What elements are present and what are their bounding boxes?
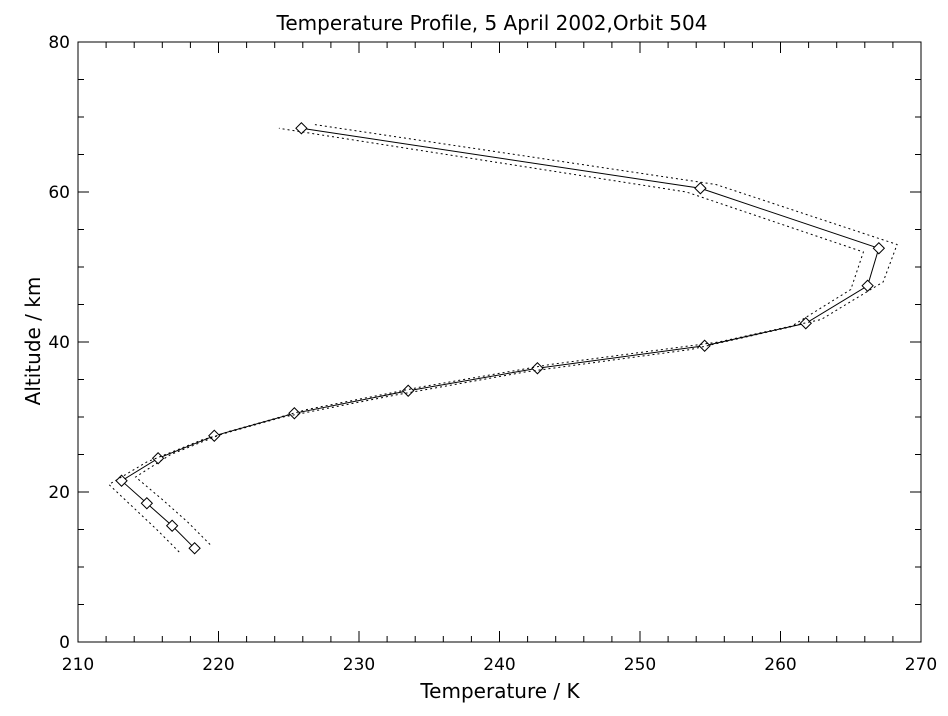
diamond-marker (115, 474, 128, 487)
diamond-marker (295, 122, 308, 135)
diamond-marker (165, 519, 179, 532)
x-tick-label: 230 (343, 655, 375, 675)
x-tick-label: 250 (624, 655, 656, 675)
y-axis-label: Altitude / km (21, 277, 45, 406)
series-line-2-dotted (134, 124, 898, 545)
plot-frame (77, 41, 922, 643)
series-line-0-solid (120, 127, 880, 549)
diamond-marker (861, 279, 874, 292)
chart-title: Temperature Profile, 5 April 2002,Orbit … (276, 11, 708, 35)
y-tick-label: 40 (48, 333, 70, 353)
diamond-marker (401, 384, 415, 397)
x-axis-label: Temperature / K (419, 679, 580, 703)
y-tick-label: 0 (59, 633, 70, 653)
diamond-marker (188, 542, 201, 555)
tick-labels: 210 220 230 240 250 260 270 0 20 40 60 80 (48, 33, 937, 675)
x-tick-label: 220 (202, 655, 234, 675)
x-tick-label: 210 (62, 655, 94, 675)
diamond-marker (140, 497, 154, 510)
diamond-marker (799, 317, 812, 330)
diamond-marker (531, 362, 544, 375)
diamond-marker (872, 242, 886, 255)
x-tick-label: 270 (905, 655, 937, 675)
series-layer (108, 122, 898, 555)
y-tick-label: 60 (48, 183, 70, 203)
diamond-marker (288, 407, 301, 420)
x-tick-label: 240 (483, 655, 515, 675)
y-tick-label: 80 (48, 33, 70, 53)
x-tick-label: 260 (764, 655, 796, 675)
diamond-marker (694, 182, 707, 195)
series-line-1-dotted (108, 127, 865, 553)
diamond-marker (208, 429, 221, 442)
diamond-marker (151, 452, 165, 465)
axis-ticks (77, 41, 922, 643)
y-tick-label: 20 (48, 483, 70, 503)
